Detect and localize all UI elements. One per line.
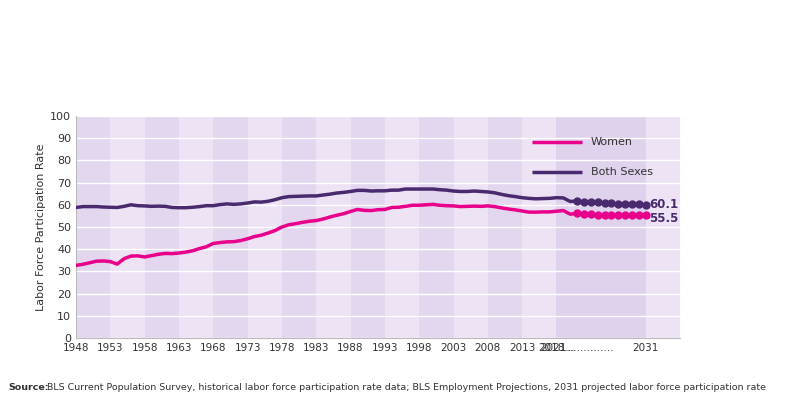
- Bar: [488, 116, 522, 338]
- Bar: [350, 116, 385, 338]
- Text: Women: Women: [591, 137, 633, 147]
- Bar: [76, 116, 110, 338]
- Bar: [145, 116, 179, 338]
- Text: BLS Current Population Survey, historical labor force participation rate data; B: BLS Current Population Survey, historica…: [44, 383, 766, 392]
- Y-axis label: Labor Force Participation Rate: Labor Force Participation Rate: [36, 143, 46, 311]
- Text: 60.1: 60.1: [649, 198, 678, 211]
- Text: Source:: Source:: [8, 383, 49, 392]
- Bar: [282, 116, 316, 338]
- Bar: [214, 116, 247, 338]
- Text: 55.5: 55.5: [649, 212, 678, 225]
- Bar: [557, 116, 646, 338]
- Bar: [419, 116, 454, 338]
- Text: Both Sexes: Both Sexes: [591, 167, 653, 177]
- Text: Civilian Labor Force Participation Rate for Women and
Both Sexes Over Age 16, 19: Civilian Labor Force Participation Rate …: [97, 35, 703, 78]
